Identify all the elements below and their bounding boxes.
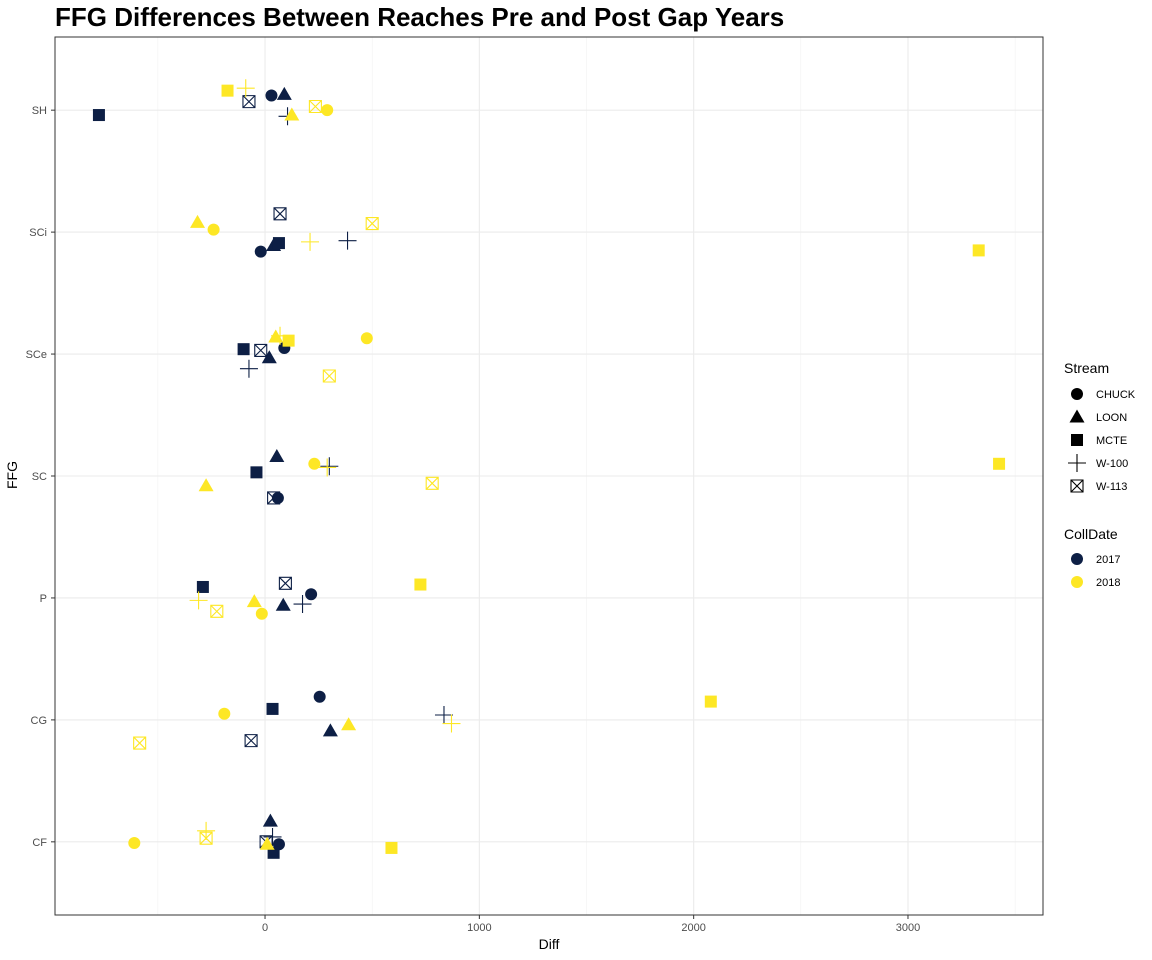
data-point bbox=[972, 244, 985, 257]
y-tick-label: SC bbox=[32, 471, 47, 483]
legend-key-w-100 bbox=[1068, 454, 1086, 472]
legend-key-chuck bbox=[1071, 388, 1083, 400]
data-point bbox=[284, 107, 300, 121]
data-point bbox=[360, 332, 373, 345]
legend-key-2017 bbox=[1071, 553, 1083, 565]
data-point bbox=[425, 476, 439, 490]
y-tick-label: SCi bbox=[29, 227, 47, 239]
data-point bbox=[262, 813, 278, 827]
data-point bbox=[236, 79, 255, 98]
legend-label: 2018 bbox=[1096, 577, 1120, 589]
y-tick-label: CF bbox=[32, 837, 47, 849]
data-point bbox=[276, 86, 292, 100]
data-point bbox=[322, 723, 338, 737]
data-point bbox=[267, 846, 280, 859]
y-tick-label: SCe bbox=[26, 349, 47, 361]
legend-title-stream: Stream bbox=[1064, 360, 1109, 376]
grid-lines bbox=[55, 37, 1043, 915]
data-point bbox=[271, 326, 290, 345]
legend-key-2018 bbox=[1071, 576, 1083, 588]
data-point bbox=[218, 707, 231, 720]
legend-label: W-113 bbox=[1096, 481, 1127, 493]
data-point bbox=[207, 223, 220, 236]
legend-label: LOON bbox=[1096, 412, 1127, 424]
y-tick-label: SH bbox=[32, 105, 47, 117]
x-tick-label: 2000 bbox=[681, 922, 705, 934]
legend-key-mcte bbox=[1071, 434, 1083, 446]
legend-label: 2017 bbox=[1096, 554, 1120, 566]
data-point bbox=[442, 714, 461, 733]
data-point bbox=[92, 109, 105, 122]
data-point bbox=[199, 831, 213, 845]
data-points bbox=[92, 79, 1006, 859]
data-point bbox=[267, 491, 281, 505]
data-point bbox=[189, 591, 208, 610]
x-axis-ticks: 0 1000 2000 3000 bbox=[262, 915, 920, 934]
x-tick-label: 3000 bbox=[896, 922, 920, 934]
data-point bbox=[128, 837, 141, 850]
legend-label: CHUCK bbox=[1096, 389, 1136, 401]
legend-key-w-113 bbox=[1070, 479, 1084, 493]
data-point bbox=[338, 231, 357, 250]
legend-key-loon bbox=[1069, 409, 1085, 423]
data-point bbox=[320, 457, 339, 476]
data-point bbox=[434, 706, 453, 725]
x-tick-label: 0 bbox=[262, 922, 268, 934]
data-point bbox=[318, 458, 337, 477]
data-point bbox=[321, 104, 334, 117]
y-tick-label: CG bbox=[31, 715, 48, 727]
data-point bbox=[308, 457, 321, 470]
data-point bbox=[261, 350, 277, 364]
data-point bbox=[993, 457, 1006, 470]
data-point bbox=[275, 597, 291, 611]
data-point bbox=[269, 448, 285, 462]
data-point bbox=[266, 702, 279, 715]
legend-title-colldate: CollDate bbox=[1064, 526, 1118, 542]
data-point bbox=[239, 359, 258, 378]
data-point bbox=[246, 594, 262, 608]
data-point bbox=[282, 334, 295, 347]
data-point bbox=[301, 232, 320, 251]
data-point bbox=[242, 95, 256, 109]
data-point bbox=[255, 607, 268, 620]
data-point bbox=[272, 237, 285, 250]
data-point bbox=[196, 580, 209, 593]
data-point bbox=[704, 695, 717, 708]
data-point bbox=[265, 89, 278, 102]
data-point bbox=[221, 84, 234, 97]
x-axis-title: Diff bbox=[539, 936, 560, 952]
data-point bbox=[322, 369, 336, 383]
data-point bbox=[313, 690, 326, 703]
data-point bbox=[341, 717, 357, 731]
data-point bbox=[271, 491, 284, 504]
data-point bbox=[250, 466, 263, 479]
data-point bbox=[197, 821, 216, 840]
data-point bbox=[254, 343, 268, 357]
data-point bbox=[133, 736, 147, 750]
data-point bbox=[308, 99, 322, 114]
chart-title: FFG Differences Between Reaches Pre and … bbox=[55, 2, 784, 32]
data-point bbox=[305, 588, 318, 601]
data-point bbox=[273, 207, 287, 221]
data-point bbox=[190, 214, 206, 228]
data-point bbox=[210, 604, 224, 618]
data-point bbox=[278, 576, 292, 590]
legend-label: W-100 bbox=[1096, 458, 1128, 470]
data-point bbox=[244, 734, 258, 748]
data-point bbox=[293, 595, 312, 614]
legend-label: MCTE bbox=[1096, 435, 1127, 447]
data-point bbox=[198, 478, 214, 492]
data-point bbox=[254, 245, 267, 258]
data-point bbox=[237, 343, 250, 356]
data-point bbox=[385, 841, 398, 854]
y-tick-label: P bbox=[40, 593, 47, 605]
data-point bbox=[365, 217, 379, 231]
data-point bbox=[414, 578, 427, 591]
y-axis-ticks: CF CG P SC SCe SCi SH bbox=[26, 105, 55, 849]
data-point bbox=[259, 836, 275, 850]
y-axis-title: FFG bbox=[4, 461, 20, 489]
x-tick-label: 1000 bbox=[467, 922, 491, 934]
